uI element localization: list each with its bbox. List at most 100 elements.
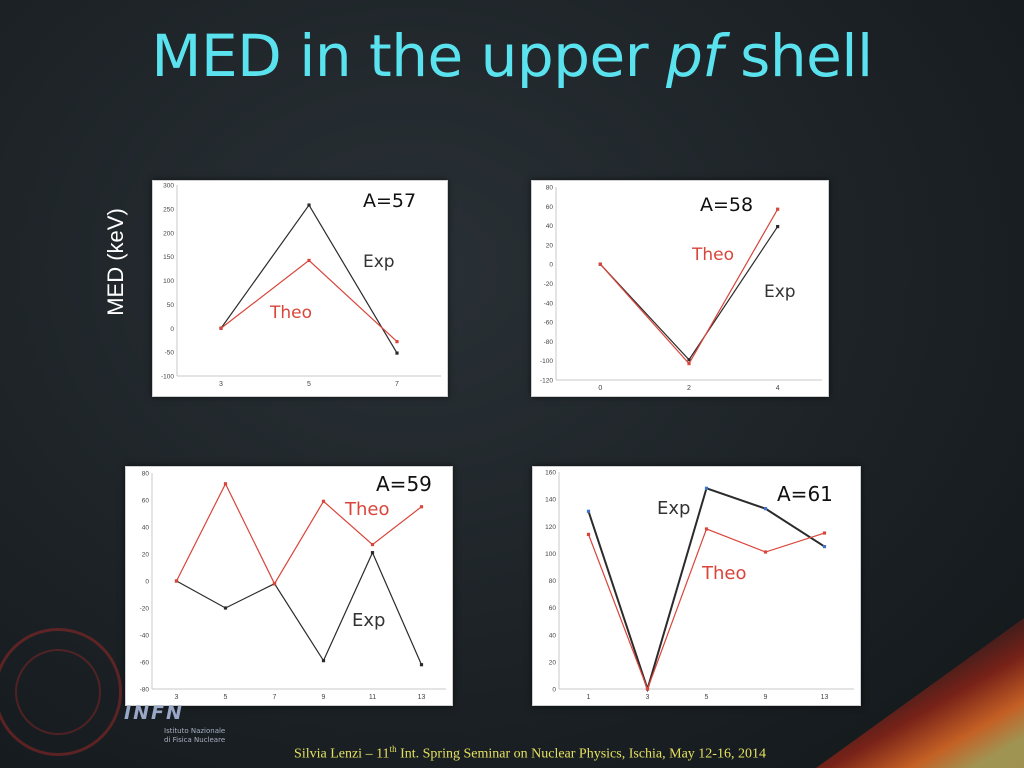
data-point-exp	[776, 224, 780, 229]
data-point-theo	[395, 340, 399, 344]
data-point-exp	[687, 358, 691, 362]
x-tick-label: 3	[175, 694, 179, 701]
y-tick-label: 0	[549, 262, 553, 269]
x-tick-label: 13	[418, 694, 426, 701]
data-point-theo	[586, 532, 591, 536]
y-tick-label: 0	[552, 687, 556, 694]
data-point-exp	[419, 663, 424, 667]
series-label-exp: Exp	[363, 252, 395, 272]
y-tick-label: -100	[540, 358, 553, 365]
data-point-theo	[370, 542, 375, 547]
x-tick-label: 7	[395, 381, 399, 388]
x-tick-label: 5	[705, 694, 709, 701]
y-tick-label: 120	[545, 524, 556, 531]
series-label-exp: Exp	[764, 282, 796, 302]
y-tick-label: -80	[140, 687, 150, 694]
chart-panel-a57: -100 -50 0 50 100 150 200 250 300 3 5 7 Exp Theo A=57	[152, 180, 448, 397]
y-tick-label: 300	[163, 183, 174, 190]
footer-sup: th	[389, 744, 397, 754]
y-tick-label: -60	[544, 320, 554, 327]
infn-line1: Istituto Nazionale	[164, 727, 226, 735]
slide-title: MED in the upper pf shell	[0, 22, 1024, 90]
title-tail: shell	[722, 22, 873, 90]
data-point-exp	[704, 486, 709, 490]
y-axis-label: MED (keV)	[103, 208, 128, 316]
data-point-theo	[307, 258, 311, 263]
data-point-exp	[763, 507, 768, 511]
data-point-theo	[598, 262, 602, 266]
chart-title: A=57	[363, 190, 416, 212]
y-tick-label: 60	[546, 204, 554, 211]
x-tick-label: 3	[646, 694, 650, 701]
y-tick-label: 100	[163, 278, 174, 285]
series-line-theo	[599, 208, 779, 365]
series-label-exp: Exp	[352, 610, 385, 631]
series-label-theo: Theo	[691, 245, 734, 265]
y-tick-label: -40	[544, 300, 554, 307]
data-point-exp	[395, 351, 399, 355]
university-seal-logo	[0, 628, 122, 756]
y-tick-label: 0	[145, 579, 149, 586]
chart-title: A=58	[700, 194, 753, 216]
data-point-exp	[223, 606, 228, 610]
data-point-theo	[687, 361, 691, 366]
footer-text: Silvia Lenzi – 11th Int. Spring Seminar …	[0, 744, 1024, 763]
chart-a59: -80 -60 -40 -20 0 20 40 60 80 3 5 7 9 11 13 Exp Theo A=59	[140, 471, 446, 701]
y-tick-label: 200	[163, 230, 174, 237]
y-tick-label: 40	[546, 223, 554, 230]
infn-logo: INFN	[124, 702, 184, 724]
y-tick-label: 80	[142, 471, 150, 478]
title-main: MED in the upper	[151, 22, 666, 90]
y-tick-label: 250	[163, 206, 174, 213]
y-tick-label: -20	[544, 281, 554, 288]
x-tick-label: 9	[322, 694, 326, 701]
y-tick-label: 0	[170, 326, 174, 333]
y-tick-label: 160	[545, 470, 556, 477]
y-tick-label: -50	[165, 350, 175, 357]
x-tick-label: 4	[776, 385, 780, 392]
series-line-exp	[176, 551, 423, 665]
y-tick-label: 20	[142, 552, 150, 559]
series-label-theo: Theo	[344, 499, 390, 520]
y-tick-label: 20	[546, 242, 554, 249]
footer-pre: Silvia Lenzi – 11	[294, 746, 390, 762]
y-tick-label: -40	[140, 633, 150, 640]
series-line-exp	[220, 203, 398, 354]
x-tick-label: 13	[821, 694, 829, 701]
x-tick-label: 9	[764, 694, 768, 701]
data-point-theo	[174, 579, 179, 583]
y-tick-label: 80	[549, 578, 557, 585]
x-tick-label: 0	[598, 385, 602, 392]
title-italic: pf	[666, 22, 723, 90]
data-point-theo	[645, 687, 650, 691]
y-tick-label: -80	[544, 339, 554, 346]
series-label-theo: Theo	[701, 563, 747, 584]
data-point-theo	[776, 207, 780, 211]
footer-post: Int. Spring Seminar on Nuclear Physics, …	[396, 746, 766, 762]
data-point-exp	[822, 544, 827, 549]
x-tick-label: 7	[273, 694, 277, 701]
series-label-exp: Exp	[657, 498, 690, 519]
y-tick-label: 40	[142, 525, 150, 532]
y-tick-label: 60	[142, 498, 150, 505]
x-tick-label: 11	[369, 694, 376, 701]
data-point-exp	[586, 509, 591, 513]
data-point-theo	[223, 482, 228, 486]
data-point-theo	[219, 326, 223, 330]
series-label-theo: Theo	[269, 303, 312, 323]
y-tick-label: 50	[167, 302, 175, 309]
series-line-theo	[220, 259, 398, 343]
y-tick-label: 60	[549, 605, 557, 612]
x-tick-label: 2	[687, 385, 691, 392]
y-tick-label: 100	[545, 551, 556, 558]
data-point-theo	[822, 531, 827, 535]
y-tick-label: -20	[140, 606, 150, 613]
y-tick-label: 140	[545, 497, 556, 504]
data-point-exp	[307, 203, 311, 207]
data-point-theo	[763, 550, 768, 554]
chart-panel-a59: -80 -60 -40 -20 0 20 40 60 80 3 5 7 9 11 13 Exp Theo A=59	[125, 466, 453, 706]
series-line-exp	[587, 486, 826, 693]
chart-title: A=61	[777, 482, 833, 506]
series-line-theo	[175, 482, 422, 585]
